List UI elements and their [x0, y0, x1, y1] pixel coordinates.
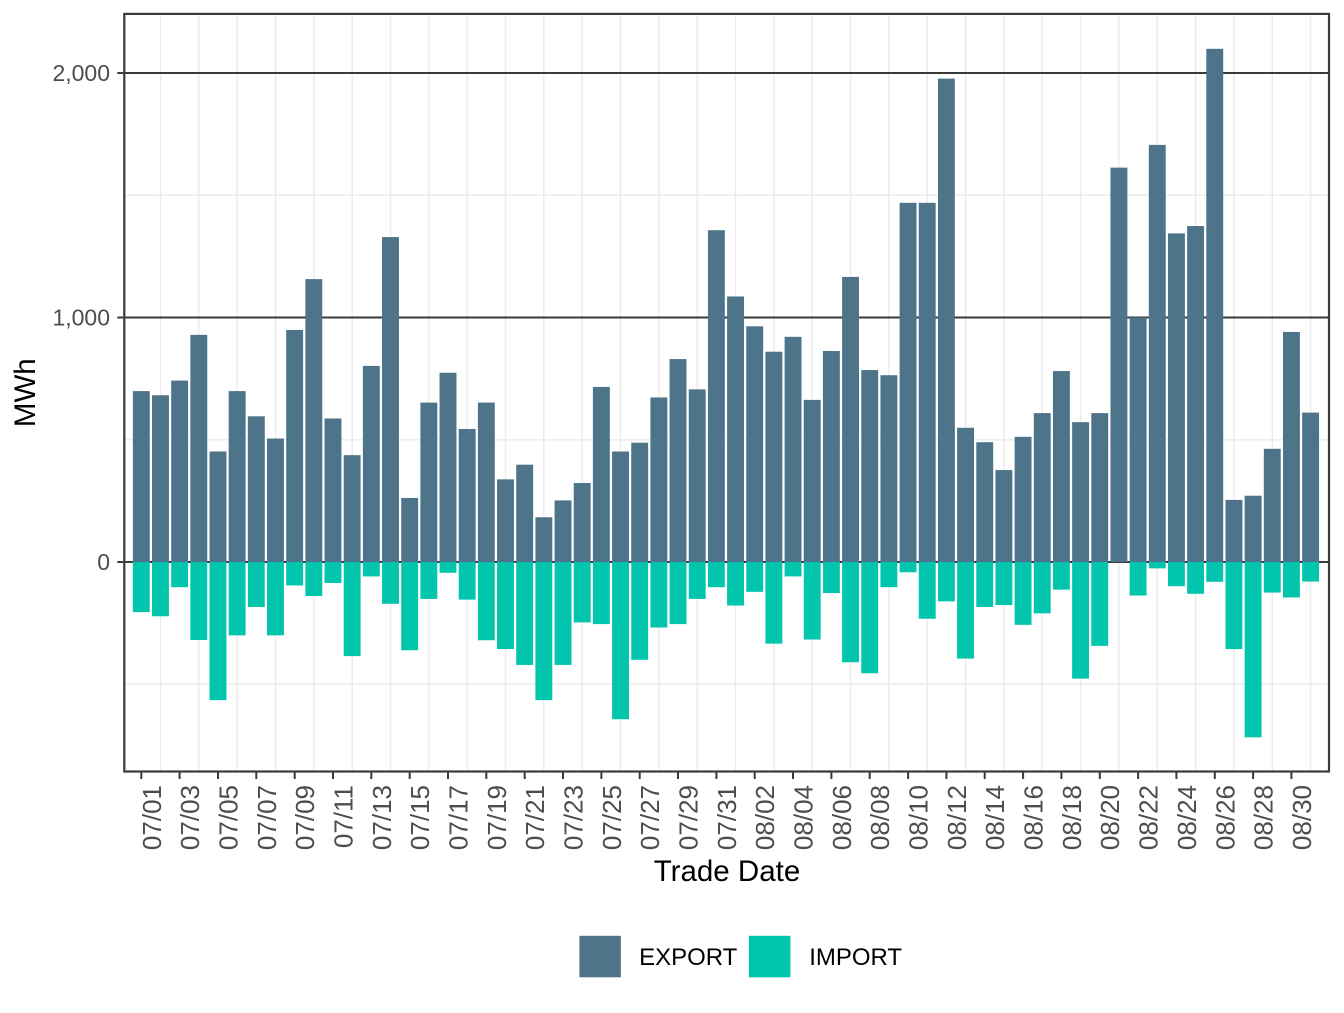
svg-text:07/05: 07/05 [214, 785, 244, 850]
svg-text:07/23: 07/23 [559, 785, 589, 850]
svg-text:07/27: 07/27 [635, 785, 665, 850]
svg-text:07/03: 07/03 [175, 785, 205, 850]
svg-text:07/21: 07/21 [520, 785, 550, 850]
svg-text:2,000: 2,000 [52, 60, 110, 86]
svg-text:08/26: 08/26 [1210, 785, 1240, 850]
svg-text:08/20: 08/20 [1095, 785, 1125, 850]
svg-text:07/09: 07/09 [290, 785, 320, 850]
svg-text:08/18: 08/18 [1057, 785, 1087, 850]
svg-text:EXPORT: EXPORT [639, 944, 738, 971]
svg-text:07/07: 07/07 [252, 785, 282, 850]
svg-text:07/19: 07/19 [482, 785, 512, 850]
svg-text:IMPORT: IMPORT [809, 944, 902, 971]
svg-text:07/13: 07/13 [367, 785, 397, 850]
svg-text:08/04: 08/04 [789, 785, 819, 850]
svg-text:Trade Date: Trade Date [654, 855, 800, 888]
svg-text:08/28: 08/28 [1249, 785, 1279, 850]
svg-text:08/12: 08/12 [942, 785, 972, 850]
svg-text:08/24: 08/24 [1172, 785, 1202, 850]
svg-text:08/30: 08/30 [1287, 785, 1317, 850]
svg-text:MWh: MWh [9, 358, 42, 427]
svg-text:08/16: 08/16 [1019, 785, 1049, 850]
svg-text:08/22: 08/22 [1134, 785, 1164, 850]
svg-text:07/17: 07/17 [444, 785, 474, 850]
svg-text:1,000: 1,000 [52, 305, 110, 331]
svg-text:07/31: 07/31 [712, 785, 742, 850]
svg-text:08/06: 08/06 [827, 785, 857, 850]
svg-text:0: 0 [97, 549, 110, 575]
svg-text:07/29: 07/29 [674, 785, 704, 850]
svg-text:08/08: 08/08 [865, 785, 895, 850]
svg-text:07/15: 07/15 [405, 785, 435, 850]
svg-text:07/11: 07/11 [329, 785, 359, 848]
svg-text:07/01: 07/01 [137, 785, 167, 850]
svg-text:08/02: 08/02 [750, 785, 780, 850]
svg-text:08/10: 08/10 [904, 785, 934, 850]
svg-text:08/14: 08/14 [980, 785, 1010, 850]
svg-text:07/25: 07/25 [597, 785, 627, 850]
